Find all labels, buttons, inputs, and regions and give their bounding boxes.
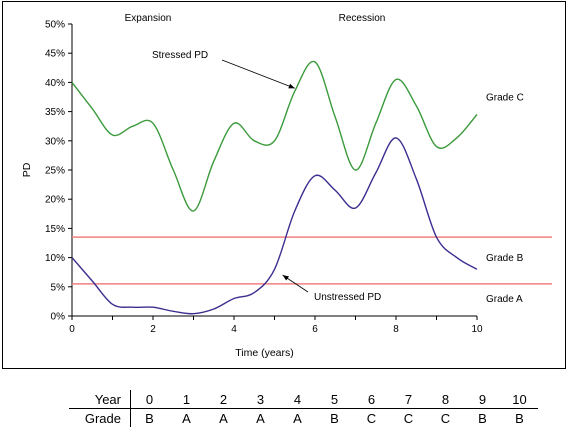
year-cell: 1 xyxy=(168,390,205,409)
annotation-arrow-head xyxy=(282,275,289,281)
y-tick-label: 35% xyxy=(45,107,65,118)
x-tick-label: 8 xyxy=(393,324,399,335)
grade-cell: B xyxy=(330,410,339,426)
grade-cell: B xyxy=(515,410,524,426)
y-tick-label: 15% xyxy=(45,224,65,235)
year-cell: 2 xyxy=(205,390,242,409)
grade-cell: B xyxy=(478,410,487,426)
x-tick-label: 4 xyxy=(231,324,237,335)
grade-cell: A xyxy=(182,410,191,426)
zone-label: Grade A xyxy=(486,294,523,305)
year-cell: 10 xyxy=(501,390,538,409)
year-cell: 7 xyxy=(390,390,427,409)
year-row: Year 0 1 2 3 4 5 6 7 8 9 10 xyxy=(69,390,538,409)
grade-row-label: Grade xyxy=(69,408,131,427)
grade-cell: A xyxy=(293,410,302,426)
y-tick-label: 40% xyxy=(45,78,65,89)
unstressed-pd-line xyxy=(71,137,478,315)
year-cell: 4 xyxy=(279,390,316,409)
year-cell: 9 xyxy=(464,390,501,409)
annotation-label: Unstressed PD xyxy=(314,292,381,303)
x-tick-label: 0 xyxy=(69,324,75,335)
phase-label: Expansion xyxy=(125,13,172,24)
y-axis-title: PD xyxy=(21,162,33,177)
y-tick-label: 25% xyxy=(45,166,65,177)
grade-cell: C xyxy=(403,410,414,426)
year-cell: 8 xyxy=(427,390,464,409)
y-tick-label: 0% xyxy=(51,312,66,323)
grade-table: Year 0 1 2 3 4 5 6 7 8 9 10 Grade B A A A A B C C C B B xyxy=(69,390,538,427)
y-tick-label: 5% xyxy=(51,282,66,293)
grade-cell: C xyxy=(366,410,377,426)
y-tick-label: 20% xyxy=(45,195,65,206)
grade-cell: C xyxy=(440,410,451,426)
y-tick-label: 45% xyxy=(45,49,65,60)
grade-cell: A xyxy=(219,410,228,426)
zone-label: Grade C xyxy=(486,93,524,104)
y-tick-label: 50% xyxy=(45,20,65,31)
year-cell: 3 xyxy=(242,390,279,409)
stressed-pd-line xyxy=(71,60,478,212)
chart-frame xyxy=(2,1,566,369)
grade-row: Grade B A A A A B C C C B B xyxy=(69,408,538,427)
y-tick-label: 10% xyxy=(45,253,65,264)
x-tick-label: 6 xyxy=(312,324,318,335)
y-tick-label: 30% xyxy=(45,136,65,147)
x-tick-label: 10 xyxy=(471,324,483,335)
annotation-label: Stressed PD xyxy=(152,50,208,61)
year-cell: 5 xyxy=(316,390,353,409)
year-cell: 6 xyxy=(353,390,390,409)
phase-label: Recession xyxy=(339,13,386,24)
plot-area: 0% 5% 10% 15% 20% 25% 30% 35% 40% 45% 50% 0 2 4 6 8 10 Ti… xyxy=(21,13,552,359)
year-row-label: Year xyxy=(69,390,131,409)
grade-cell: A xyxy=(256,410,265,426)
annotation-arrow-line xyxy=(221,59,295,89)
annotation-arrow-head xyxy=(288,83,295,89)
pd-chart: 0% 5% 10% 15% 20% 25% 30% 35% 40% 45% 50% 0 2 4 6 8 10 Ti… xyxy=(2,1,566,369)
x-tick-label: 2 xyxy=(150,324,156,335)
x-axis-title: Time (years) xyxy=(235,347,294,359)
zone-label: Grade B xyxy=(486,253,524,264)
grade-cell: B xyxy=(145,410,154,426)
year-cell: 0 xyxy=(130,390,168,409)
